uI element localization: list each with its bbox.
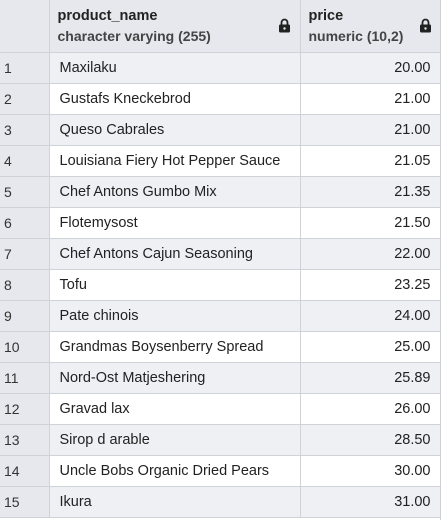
- row-number[interactable]: 14: [0, 455, 50, 487]
- cell-product-name[interactable]: Maxilaku: [49, 52, 301, 84]
- lock-icon: [419, 18, 431, 33]
- table-row[interactable]: 11 Nord-Ost Matjeshering 25.89: [0, 362, 441, 394]
- table-row[interactable]: 9 Pate chinois 24.00: [0, 300, 441, 332]
- row-number[interactable]: 15: [0, 486, 50, 518]
- table-row[interactable]: 7 Chef Antons Cajun Seasoning 22.00: [0, 238, 441, 270]
- row-number-header[interactable]: [0, 0, 50, 53]
- cell-price[interactable]: 20.00: [300, 52, 441, 84]
- row-number[interactable]: 11: [0, 362, 50, 394]
- table-row[interactable]: 13 Sirop d arable 28.50: [0, 424, 441, 456]
- cell-price[interactable]: 26.00: [300, 393, 441, 425]
- table-row[interactable]: 14 Uncle Bobs Organic Dried Pears 30.00: [0, 455, 441, 487]
- table-row[interactable]: 6 Flotemysost 21.50: [0, 207, 441, 239]
- row-number[interactable]: 4: [0, 145, 50, 177]
- cell-product-name[interactable]: Uncle Bobs Organic Dried Pears: [49, 455, 301, 487]
- row-number[interactable]: 12: [0, 393, 50, 425]
- cell-price[interactable]: 22.00: [300, 238, 441, 270]
- cell-product-name[interactable]: Grandmas Boysenberry Spread: [49, 331, 301, 363]
- cell-price[interactable]: 21.05: [300, 145, 441, 177]
- cell-price[interactable]: 23.25: [300, 269, 441, 301]
- table-row[interactable]: 10 Grandmas Boysenberry Spread 25.00: [0, 331, 441, 363]
- row-number[interactable]: 1: [0, 52, 50, 84]
- row-number[interactable]: 3: [0, 114, 50, 146]
- row-number[interactable]: 10: [0, 331, 50, 363]
- cell-price[interactable]: 25.00: [300, 331, 441, 363]
- cell-price[interactable]: 24.00: [300, 300, 441, 332]
- table-row[interactable]: 4 Louisiana Fiery Hot Pepper Sauce 21.05: [0, 145, 441, 177]
- row-number[interactable]: 5: [0, 176, 50, 208]
- row-number[interactable]: 8: [0, 269, 50, 301]
- column-header-product-name[interactable]: product_name character varying (255): [49, 0, 301, 53]
- cell-product-name[interactable]: Sirop d arable: [49, 424, 301, 456]
- cell-price[interactable]: 28.50: [300, 424, 441, 456]
- cell-product-name[interactable]: Gustafs Kneckebrod: [49, 83, 301, 115]
- row-number[interactable]: 13: [0, 424, 50, 456]
- row-number[interactable]: 7: [0, 238, 50, 270]
- cell-product-name[interactable]: Gravad lax: [49, 393, 301, 425]
- cell-price[interactable]: 31.00: [300, 486, 441, 518]
- cell-price[interactable]: 30.00: [300, 455, 441, 487]
- table-row[interactable]: 5 Chef Antons Gumbo Mix 21.35: [0, 176, 441, 208]
- cell-product-name[interactable]: Tofu: [49, 269, 301, 301]
- cell-product-name[interactable]: Chef Antons Gumbo Mix: [49, 176, 301, 208]
- cell-product-name[interactable]: Pate chinois: [49, 300, 301, 332]
- cell-product-name[interactable]: Chef Antons Cajun Seasoning: [49, 238, 301, 270]
- cell-product-name[interactable]: Louisiana Fiery Hot Pepper Sauce: [49, 145, 301, 177]
- lock-icon: [278, 18, 290, 33]
- cell-price[interactable]: 21.00: [300, 114, 441, 146]
- cell-price[interactable]: 21.35: [300, 176, 441, 208]
- column-name: price: [308, 8, 344, 24]
- row-number[interactable]: 6: [0, 207, 50, 239]
- table-row[interactable]: 8 Tofu 23.25: [0, 269, 441, 301]
- column-name: product_name: [57, 8, 158, 24]
- cell-price[interactable]: 21.00: [300, 83, 441, 115]
- cell-product-name[interactable]: Queso Cabrales: [49, 114, 301, 146]
- table-row[interactable]: 1 Maxilaku 20.00: [0, 52, 441, 84]
- table-row[interactable]: 15 Ikura 31.00: [0, 486, 441, 518]
- row-number[interactable]: 2: [0, 83, 50, 115]
- table-row[interactable]: 12 Gravad lax 26.00: [0, 393, 441, 425]
- column-type: numeric (10,2): [308, 28, 404, 44]
- row-number[interactable]: 9: [0, 300, 50, 332]
- cell-product-name[interactable]: Nord-Ost Matjeshering: [49, 362, 301, 394]
- cell-product-name[interactable]: Flotemysost: [49, 207, 301, 239]
- table-row[interactable]: 3 Queso Cabrales 21.00: [0, 114, 441, 146]
- header-row: product_name character varying (255) pri…: [0, 0, 441, 53]
- grid-right-border: [440, 0, 441, 520]
- column-type: character varying (255): [57, 28, 211, 44]
- column-header-price[interactable]: price numeric (10,2): [300, 0, 441, 53]
- cell-price[interactable]: 25.89: [300, 362, 441, 394]
- table-row[interactable]: 2 Gustafs Kneckebrod 21.00: [0, 83, 441, 115]
- cell-price[interactable]: 21.50: [300, 207, 441, 239]
- cell-product-name[interactable]: Ikura: [49, 486, 301, 518]
